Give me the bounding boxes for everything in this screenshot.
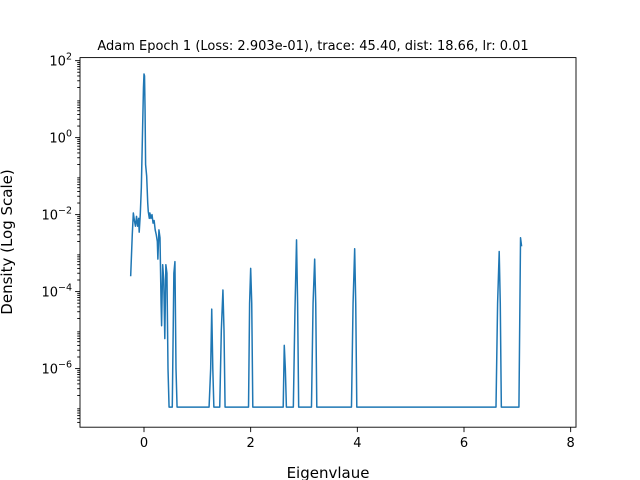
- plot-area: [79, 57, 577, 428]
- axes-frame: [79, 57, 577, 428]
- y-tick-label: 102: [49, 52, 72, 70]
- y-tick-label: 10−6: [41, 360, 72, 378]
- x-tick-label: 2: [247, 436, 255, 451]
- x-axis: 0 2 4 6 8: [140, 427, 575, 451]
- y-axis-label: Density (Log Scale): [0, 169, 16, 314]
- chart-title: Adam Epoch 1 (Loss: 2.903e-01), trace: 4…: [97, 39, 528, 54]
- x-tick-label: 6: [460, 436, 468, 451]
- x-axis-label: Eigenvlaue: [287, 464, 370, 480]
- series-line-0: [129, 73, 523, 408]
- y-tick-label: 10−2: [41, 206, 72, 224]
- y-tick-label: 10−4: [41, 283, 72, 301]
- series-layer: [129, 73, 523, 408]
- x-tick-label: 4: [353, 436, 361, 451]
- y-axis: 10−6 10−4 10−2 100 102: [41, 52, 80, 423]
- x-tick-label: 8: [567, 436, 575, 451]
- y-tick-label: 100: [49, 129, 72, 147]
- x-tick-label: 0: [140, 436, 148, 451]
